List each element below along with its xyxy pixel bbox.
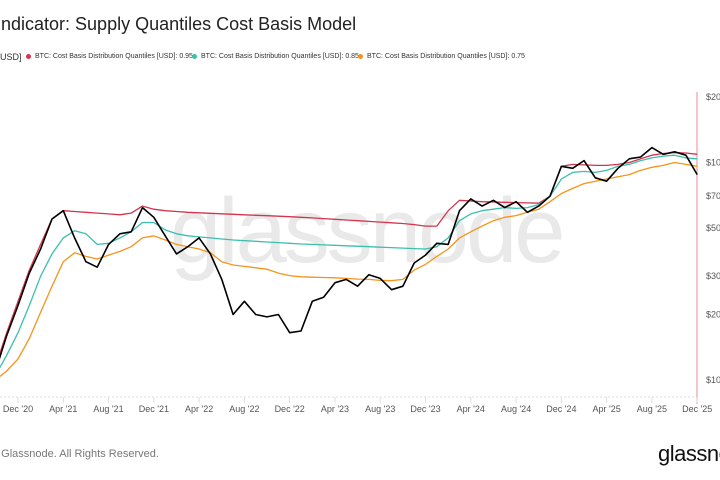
- y-tick-label: $30k: [706, 271, 720, 281]
- chart-title: Indicator: Supply Quantiles Cost Basis M…: [0, 14, 357, 34]
- x-tick-label: Apr '21: [49, 404, 77, 414]
- x-tick-label: Aug '23: [365, 404, 395, 414]
- x-tick-label: Apr '24: [457, 404, 485, 414]
- legend-dot-icon: [26, 53, 31, 59]
- y-tick-label: $100k: [706, 157, 720, 167]
- legend-dot-icon: [358, 53, 363, 59]
- x-tick-label: Dec '23: [410, 404, 440, 414]
- y-tick-label: $70k: [706, 191, 720, 201]
- legend-label: BTC: Cost Basis Distribution Quantiles […: [35, 53, 193, 60]
- legend-item-q75[interactable]: BTC: Cost Basis Distribution Quantiles […: [358, 53, 525, 60]
- legend-dot-icon: [192, 53, 197, 59]
- legend-item-price[interactable]: USD]: [0, 52, 22, 62]
- legend-item-q95[interactable]: BTC: Cost Basis Distribution Quantiles […: [26, 53, 193, 60]
- x-tick-label: Apr '23: [321, 404, 349, 414]
- series-line-price: [0, 146, 698, 360]
- legend-label: BTC: Cost Basis Distribution Quantiles […: [201, 53, 359, 60]
- x-tick-label: Aug '21: [93, 404, 123, 414]
- y-tick-label: $50k: [706, 223, 720, 233]
- x-tick-label: Apr '22: [185, 404, 213, 414]
- x-tick-label: Dec '25: [682, 404, 712, 414]
- x-tick-label: Aug '24: [501, 404, 531, 414]
- legend-item-q85[interactable]: BTC: Cost Basis Distribution Quantiles […: [192, 53, 359, 60]
- x-tick-label: Aug '25: [637, 404, 667, 414]
- x-tick-label: Dec '24: [546, 404, 576, 414]
- copyright-footer: © Glassnode. All Rights Reserved.: [0, 448, 159, 460]
- glassnode-logo: glassnode: [658, 441, 720, 466]
- y-tick-label: $200k: [706, 92, 720, 102]
- series-line-q95: [0, 151, 698, 355]
- x-tick-label: Dec '22: [275, 404, 305, 414]
- series-line-q75: [0, 161, 698, 378]
- legend-label: BTC: Cost Basis Distribution Quantiles […: [367, 53, 525, 60]
- x-tick-label: Apr '25: [593, 404, 621, 414]
- x-tick-label: Aug '22: [229, 404, 259, 414]
- x-tick-label: Dec '20: [3, 404, 33, 414]
- y-tick-label: $10k: [706, 375, 720, 385]
- y-tick-label: $20k: [706, 310, 720, 320]
- legend-label: USD]: [0, 52, 22, 62]
- watermark: glassnode: [170, 180, 562, 282]
- x-tick-label: Dec '21: [139, 404, 169, 414]
